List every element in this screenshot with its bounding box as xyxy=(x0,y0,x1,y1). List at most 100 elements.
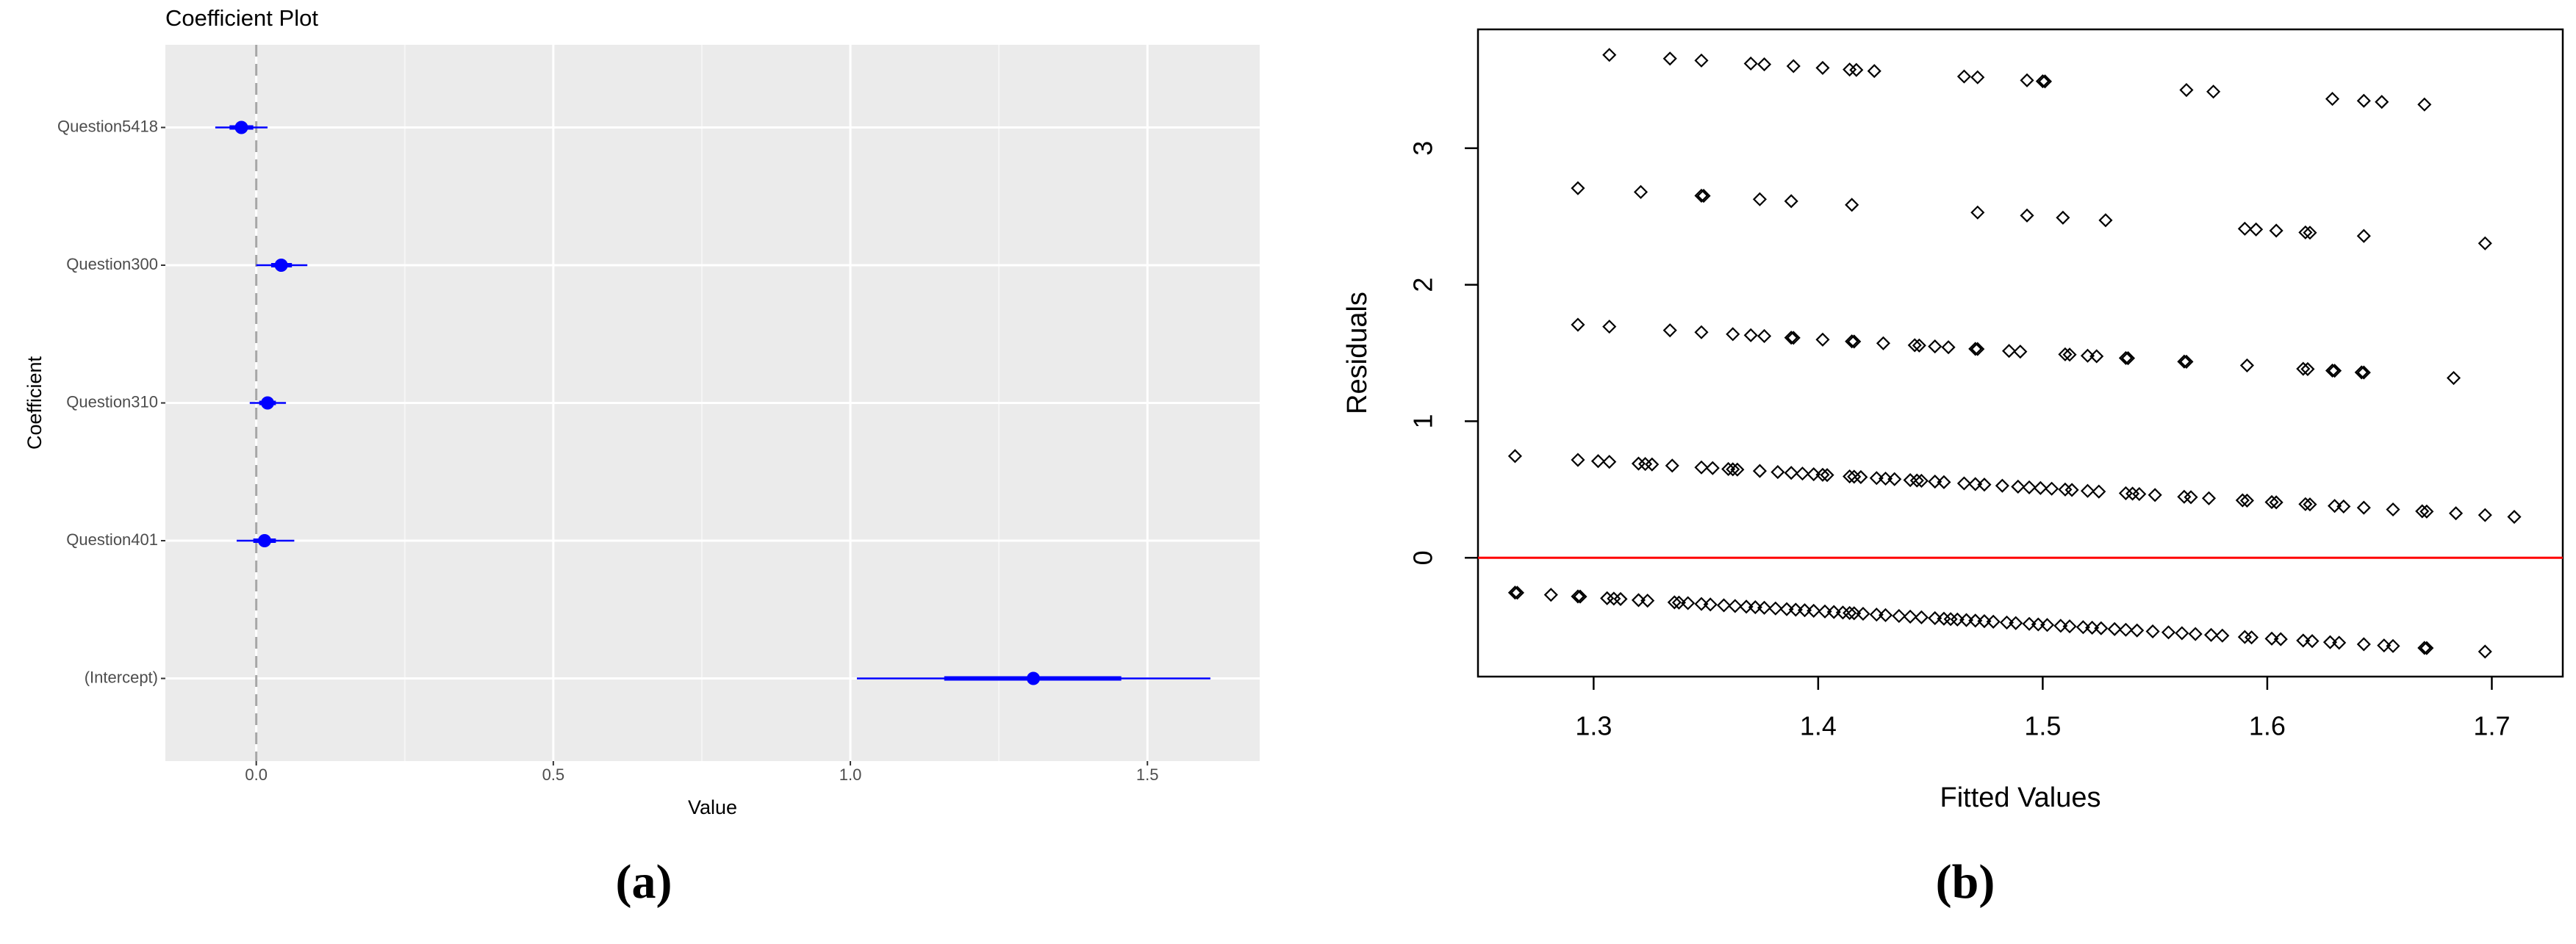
point xyxy=(2033,480,2048,495)
point xyxy=(2062,347,2077,362)
point xyxy=(2120,351,2136,366)
point xyxy=(1571,317,1585,332)
point xyxy=(2002,344,2017,358)
point xyxy=(2296,361,2311,376)
point xyxy=(1602,48,1617,62)
point xyxy=(2356,500,2371,515)
point xyxy=(1937,475,1951,489)
point xyxy=(2184,490,2198,505)
point xyxy=(2298,497,2313,511)
point xyxy=(1730,462,1745,477)
point xyxy=(2356,365,2371,380)
point xyxy=(1867,64,1881,79)
point xyxy=(2298,225,2313,239)
point xyxy=(1665,458,1679,473)
point xyxy=(1590,454,1606,469)
point xyxy=(1705,461,1720,475)
point xyxy=(1807,466,1821,482)
point xyxy=(1694,188,1709,203)
point xyxy=(1914,610,1929,624)
point xyxy=(2022,616,2037,631)
point xyxy=(2022,480,2037,494)
point xyxy=(2303,226,2317,240)
point xyxy=(2201,491,2217,505)
point xyxy=(2053,619,2068,633)
point xyxy=(2356,637,2371,652)
point xyxy=(1869,471,1884,486)
point xyxy=(1784,194,1798,209)
point xyxy=(1784,466,1798,480)
point xyxy=(2417,97,2432,112)
estimate-point xyxy=(274,259,288,272)
estimate-point xyxy=(1027,671,1041,685)
point xyxy=(1847,606,1862,621)
point xyxy=(2089,349,2104,364)
point xyxy=(1928,610,1942,626)
x-tick-label: 1.4 xyxy=(1800,711,1837,741)
point xyxy=(1543,588,1558,602)
x-tick-label: 1.5 xyxy=(2024,711,2061,741)
point xyxy=(1878,608,1893,622)
point xyxy=(1726,462,1740,477)
point xyxy=(1748,600,1762,615)
point xyxy=(1970,342,1985,356)
point xyxy=(1876,336,1891,350)
point xyxy=(1907,338,1922,353)
point xyxy=(1914,473,1929,489)
point xyxy=(2325,92,2340,107)
point xyxy=(2305,634,2320,649)
point xyxy=(1743,328,1758,342)
point xyxy=(1510,586,1525,600)
point xyxy=(1667,595,1682,610)
y-axis-label: Coefficient xyxy=(24,356,46,450)
plot-frame xyxy=(1477,28,2564,678)
point xyxy=(2080,348,2095,363)
point xyxy=(2332,635,2347,650)
point xyxy=(1662,51,1677,66)
point xyxy=(2354,365,2369,380)
point xyxy=(2244,630,2259,645)
point xyxy=(2356,228,2371,243)
point xyxy=(2328,364,2342,378)
point xyxy=(1752,192,1767,206)
x-tick-label: 0.0 xyxy=(245,765,268,784)
point xyxy=(1795,466,1810,481)
point xyxy=(1887,472,1902,486)
point xyxy=(1820,468,1834,483)
point xyxy=(1815,332,1830,347)
point xyxy=(2419,504,2434,519)
y-tick-label: Question5418 xyxy=(57,117,158,135)
point xyxy=(1928,475,1942,489)
point xyxy=(1815,60,1830,75)
point xyxy=(1631,593,1646,608)
point xyxy=(1633,184,1648,199)
point xyxy=(1507,449,1522,464)
point xyxy=(1941,340,1956,355)
y-tick-label: 1 xyxy=(1408,414,1438,428)
point xyxy=(1956,69,1972,84)
point xyxy=(2107,621,2122,636)
point xyxy=(2179,354,2194,369)
point xyxy=(2080,483,2095,498)
point xyxy=(2375,95,2389,109)
point xyxy=(2031,617,2045,632)
point xyxy=(1694,597,1709,611)
point xyxy=(1959,613,1974,627)
point xyxy=(2336,499,2351,514)
point xyxy=(2009,616,2023,630)
point xyxy=(2417,641,2432,655)
point xyxy=(2094,621,2109,635)
y-axis-label: Residuals xyxy=(1342,292,1373,414)
y-tick-label: 2 xyxy=(1408,278,1438,292)
point xyxy=(1845,198,1859,212)
x-tick-label: 1.3 xyxy=(1575,711,1612,741)
point xyxy=(1977,478,1992,492)
point xyxy=(2235,493,2250,508)
point xyxy=(2132,486,2147,502)
point xyxy=(2177,354,2192,369)
point xyxy=(1854,469,1868,485)
point xyxy=(2264,494,2279,510)
estimate-point xyxy=(257,534,271,547)
point xyxy=(2269,223,2283,238)
